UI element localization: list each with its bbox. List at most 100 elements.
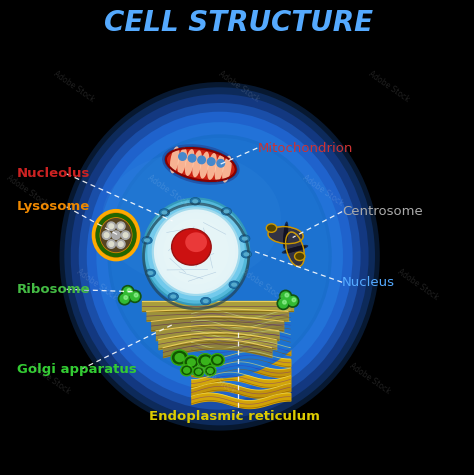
Ellipse shape <box>198 354 213 368</box>
Ellipse shape <box>147 203 245 300</box>
Ellipse shape <box>174 353 185 362</box>
Text: Adobe Stock: Adobe Stock <box>240 267 284 302</box>
Ellipse shape <box>79 103 361 410</box>
Ellipse shape <box>283 227 288 241</box>
Ellipse shape <box>205 366 216 376</box>
Ellipse shape <box>184 355 199 369</box>
Ellipse shape <box>161 210 167 215</box>
Circle shape <box>118 224 123 228</box>
Ellipse shape <box>154 209 238 294</box>
Circle shape <box>121 231 130 239</box>
Text: Adobe Stock: Adobe Stock <box>193 361 237 396</box>
Circle shape <box>280 290 292 303</box>
Ellipse shape <box>207 368 214 374</box>
Circle shape <box>104 233 109 238</box>
Ellipse shape <box>144 238 150 242</box>
Text: Nucleolus: Nucleolus <box>17 167 91 180</box>
Circle shape <box>127 289 131 292</box>
Circle shape <box>107 240 116 248</box>
Ellipse shape <box>284 221 288 237</box>
Text: Mitochondrion: Mitochondrion <box>257 142 353 154</box>
Ellipse shape <box>170 146 180 173</box>
Circle shape <box>287 295 299 307</box>
Ellipse shape <box>243 252 249 256</box>
Circle shape <box>188 154 196 162</box>
Ellipse shape <box>177 148 187 175</box>
Circle shape <box>109 242 114 247</box>
Ellipse shape <box>183 367 191 374</box>
Circle shape <box>117 222 125 230</box>
Ellipse shape <box>145 269 155 276</box>
Ellipse shape <box>283 231 288 247</box>
Ellipse shape <box>100 218 132 252</box>
Ellipse shape <box>284 224 288 239</box>
Circle shape <box>208 158 215 165</box>
Ellipse shape <box>71 94 369 418</box>
Ellipse shape <box>93 210 139 260</box>
Circle shape <box>118 293 131 305</box>
Circle shape <box>217 160 225 167</box>
Text: Lysosome: Lysosome <box>17 200 91 213</box>
Ellipse shape <box>229 281 239 288</box>
Text: Adobe Stock: Adobe Stock <box>28 361 72 396</box>
Circle shape <box>130 292 139 301</box>
Circle shape <box>123 287 132 296</box>
Circle shape <box>123 233 128 238</box>
Text: Adobe Stock: Adobe Stock <box>395 267 439 302</box>
Ellipse shape <box>142 198 250 306</box>
Circle shape <box>179 153 186 160</box>
Ellipse shape <box>190 198 201 205</box>
Ellipse shape <box>294 252 305 261</box>
Text: Adobe Stock: Adobe Stock <box>75 267 119 302</box>
Ellipse shape <box>87 112 353 401</box>
Ellipse shape <box>222 156 232 182</box>
Ellipse shape <box>193 367 204 377</box>
Ellipse shape <box>192 151 202 177</box>
Ellipse shape <box>111 138 328 375</box>
Ellipse shape <box>223 209 229 214</box>
Circle shape <box>281 292 290 301</box>
Circle shape <box>277 297 289 310</box>
Text: Endoplasmic reticulum: Endoplasmic reticulum <box>149 410 320 423</box>
Ellipse shape <box>171 350 188 365</box>
Circle shape <box>124 295 128 299</box>
Ellipse shape <box>286 232 304 266</box>
Text: Nucleus: Nucleus <box>342 276 395 289</box>
Circle shape <box>134 294 138 297</box>
Ellipse shape <box>207 153 217 180</box>
Text: Adobe Stock: Adobe Stock <box>52 69 96 104</box>
Circle shape <box>279 299 288 308</box>
Ellipse shape <box>159 209 170 216</box>
Ellipse shape <box>213 356 221 364</box>
Ellipse shape <box>282 248 296 254</box>
Ellipse shape <box>241 250 252 258</box>
Ellipse shape <box>292 246 306 251</box>
Ellipse shape <box>108 134 332 378</box>
Ellipse shape <box>201 297 211 305</box>
Circle shape <box>118 242 123 247</box>
Ellipse shape <box>166 148 236 181</box>
Ellipse shape <box>64 87 375 426</box>
Text: Adobe Stock: Adobe Stock <box>301 173 346 208</box>
Circle shape <box>129 290 141 303</box>
Ellipse shape <box>201 357 210 365</box>
Ellipse shape <box>200 152 210 179</box>
Circle shape <box>107 222 116 230</box>
Ellipse shape <box>157 213 235 291</box>
Circle shape <box>285 294 289 297</box>
Ellipse shape <box>231 283 237 287</box>
Circle shape <box>112 231 120 239</box>
Ellipse shape <box>152 207 240 296</box>
Text: Adobe Stock: Adobe Stock <box>146 173 190 208</box>
Text: Centrosome: Centrosome <box>342 205 423 218</box>
Ellipse shape <box>266 224 277 232</box>
Circle shape <box>109 224 114 228</box>
Circle shape <box>283 300 286 304</box>
Ellipse shape <box>268 227 303 244</box>
Circle shape <box>292 298 296 302</box>
Ellipse shape <box>102 153 281 285</box>
Ellipse shape <box>286 247 301 252</box>
Circle shape <box>120 294 129 303</box>
Ellipse shape <box>142 237 152 244</box>
Ellipse shape <box>284 247 299 253</box>
